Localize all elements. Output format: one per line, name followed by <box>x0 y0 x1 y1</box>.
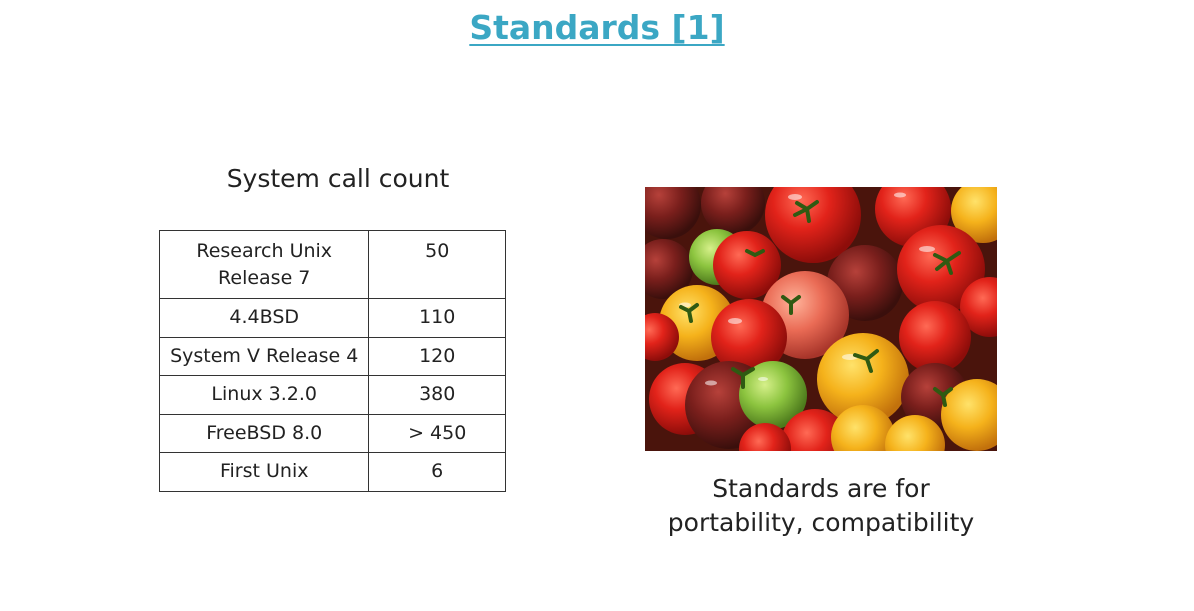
table-row: System V Release 4 120 <box>158 336 506 376</box>
table-cell-count: 50 <box>368 230 506 299</box>
cell-text-line: Research Unix <box>196 239 333 262</box>
syscall-table: Research Unix Release 7 50 4.4BSD 110 Sy… <box>158 230 506 492</box>
table-cell-count: 6 <box>368 452 506 492</box>
photo-caption: Standards are for portability, compatibi… <box>640 472 1002 540</box>
cell-text-line: Release 7 <box>218 266 311 289</box>
table-cell-count: 120 <box>368 336 506 376</box>
table-cell-count: 110 <box>368 298 506 338</box>
table-caption: System call count <box>226 164 450 193</box>
table-row: 4.4BSD 110 <box>158 298 506 338</box>
caption-line: portability, compatibility <box>667 508 975 537</box>
table-cell-count: 380 <box>368 375 506 415</box>
table-row: FreeBSD 8.0 > 450 <box>158 413 506 453</box>
table-row: Linux 3.2.0 380 <box>158 375 506 415</box>
table-cell-system: FreeBSD 8.0 <box>158 413 370 453</box>
table-cell-system: Linux 3.2.0 <box>158 375 370 415</box>
table-cell-system: System V Release 4 <box>158 336 370 376</box>
table-cell-system: First Unix <box>158 452 370 492</box>
table-row: First Unix 6 <box>158 452 506 492</box>
table-cell-system: Research Unix Release 7 <box>158 230 370 299</box>
caption-line: Standards are for <box>712 474 930 503</box>
table-row: Research Unix Release 7 50 <box>158 230 506 299</box>
slide-title-link[interactable]: Standards [1] <box>469 8 725 47</box>
tomatoes-photo <box>645 187 997 451</box>
table-cell-count: > 450 <box>368 413 506 453</box>
table-cell-system: 4.4BSD <box>158 298 370 338</box>
